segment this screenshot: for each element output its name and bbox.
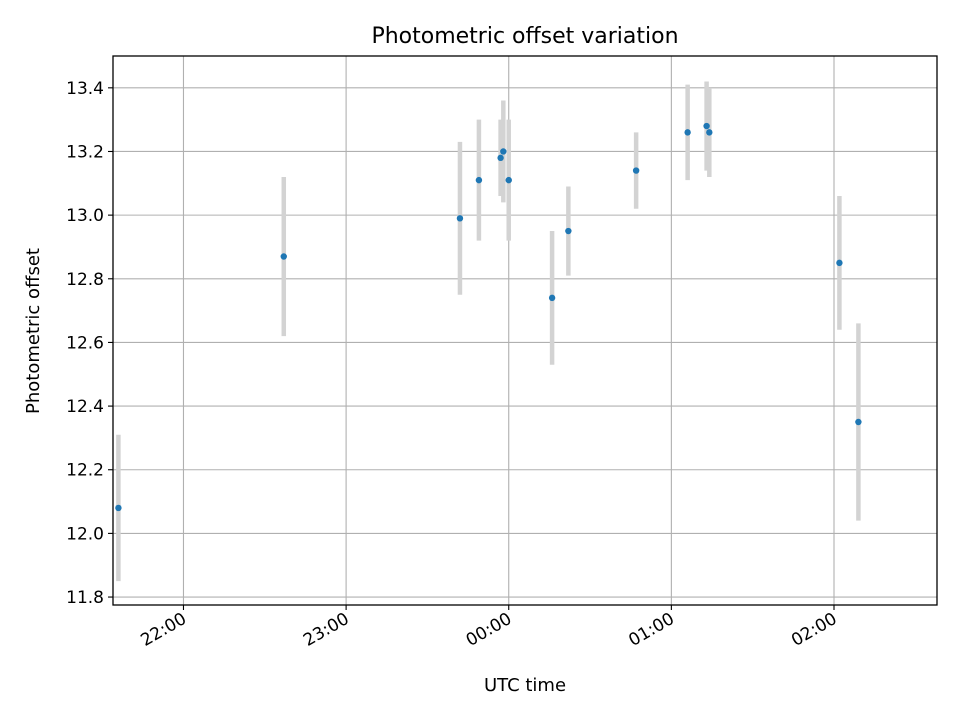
y-tick-label: 11.8 [66,588,104,608]
data-point [684,129,691,136]
y-tick-label: 12.6 [66,333,104,353]
data-point [280,253,287,260]
y-tick-label: 13.0 [66,206,104,226]
data-point [836,259,843,267]
data-point [703,122,710,130]
data-point [706,129,713,136]
chart-title: Photometric offset variation [371,24,678,49]
data-point [855,418,862,426]
data-point [475,176,483,184]
y-axis-ticks: 11.8 12.0 12.2 12.4 12.6 12.8 13.0 13.2 13.4 [66,79,113,608]
data-point [456,215,464,222]
data-points [115,122,862,512]
data-point [548,294,556,302]
y-tick-label: 12.4 [66,397,104,417]
y-tick-label: 13.2 [66,142,104,162]
data-point [632,167,640,174]
x-axis-label: UTC time [484,675,566,696]
data-point [505,176,512,184]
grid-lines [113,56,937,605]
plot-frame [112,55,938,606]
y-axis-label: Photometric offset [23,248,44,414]
y-tick-label: 12.8 [66,270,104,290]
y-tick-label: 12.2 [66,461,104,481]
data-point [497,154,504,162]
y-tick-label: 12.0 [66,524,104,544]
data-point [115,504,122,512]
y-tick-label: 13.4 [66,79,104,99]
data-point [500,148,507,155]
data-point [565,227,572,235]
